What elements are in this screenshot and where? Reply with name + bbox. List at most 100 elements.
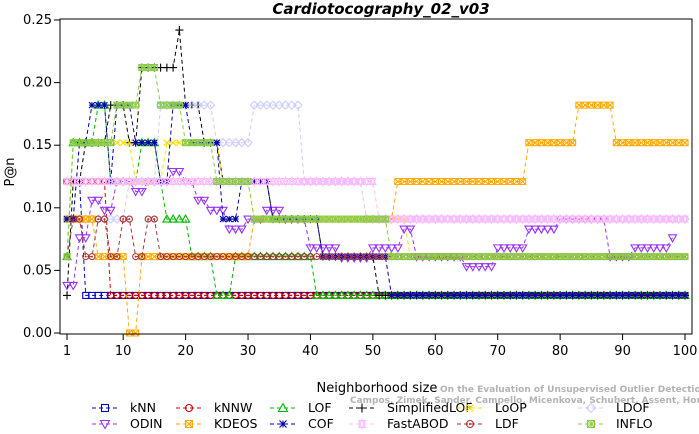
- series-point: [644, 292, 651, 299]
- series-point: [481, 213, 490, 225]
- series-line: [67, 142, 685, 258]
- series-point: [325, 176, 334, 187]
- series-point: [138, 253, 146, 261]
- legend-label: kNN: [130, 400, 156, 415]
- series-point: [550, 292, 558, 299]
- series-point-dot: [265, 255, 268, 258]
- legend-item-odin: ODIN: [92, 416, 163, 431]
- series-point: [681, 213, 689, 225]
- legend-item-knn: kNN: [92, 400, 156, 415]
- series-point: [450, 292, 458, 299]
- series-point-dot: [365, 255, 368, 258]
- series-point-dot: [165, 255, 168, 258]
- series-point: [505, 244, 516, 253]
- series-point: [113, 253, 121, 261]
- series-point: [631, 213, 639, 225]
- series-point: [232, 215, 239, 223]
- series-point: [405, 225, 416, 235]
- legend-label: ODIN: [130, 416, 163, 431]
- series-point: [463, 292, 470, 299]
- series-point: [637, 213, 646, 225]
- series-point: [236, 225, 247, 235]
- series-point: [406, 213, 415, 225]
- series-point: [243, 215, 253, 225]
- series-point-dot: [172, 255, 175, 258]
- series-point-dot: [159, 255, 162, 258]
- series-point: [280, 100, 291, 110]
- series-point: [324, 244, 335, 253]
- series-point: [581, 213, 589, 225]
- series-point: [612, 213, 621, 225]
- series-point: [257, 178, 264, 185]
- series-point: [175, 139, 183, 147]
- x-tick-label: 50: [365, 344, 382, 359]
- series-point: [100, 215, 109, 223]
- series-point: [163, 139, 171, 147]
- series-point: [419, 292, 427, 299]
- series-point: [662, 292, 670, 299]
- series-point-dot: [353, 255, 356, 258]
- series-point: [500, 213, 508, 225]
- series-fastabod: [63, 176, 689, 225]
- series-point-dot: [215, 255, 218, 258]
- series-point: [136, 187, 147, 197]
- series-point: [80, 234, 91, 243]
- legend-item-loop: LoOP: [457, 400, 527, 415]
- series-point: [319, 176, 327, 187]
- series-point: [467, 263, 478, 272]
- series-point: [518, 213, 527, 225]
- series-point: [74, 234, 85, 243]
- y-tick-label: 0.15: [23, 138, 52, 153]
- series-point: [480, 263, 491, 272]
- series-point: [132, 139, 140, 147]
- series-point: [469, 292, 477, 299]
- series-point: [138, 176, 146, 187]
- series-point: [493, 213, 502, 225]
- series-point: [250, 176, 259, 187]
- series-point: [543, 213, 552, 225]
- series-point: [205, 100, 216, 110]
- series-point: [425, 213, 433, 225]
- series-point: [461, 263, 472, 272]
- series-point-dot: [296, 255, 299, 258]
- y-tick-label: 0.00: [23, 326, 52, 341]
- series-point: [113, 176, 121, 187]
- series-point: [342, 290, 353, 299]
- series-point: [488, 292, 495, 299]
- legend-item-inflo: INFLO: [578, 416, 653, 431]
- series-point: [350, 176, 358, 187]
- series-point: [648, 244, 659, 253]
- series-line: [66, 67, 685, 258]
- series-point: [662, 213, 671, 225]
- series-point: [506, 292, 514, 299]
- series-point: [667, 234, 678, 243]
- series-point: [193, 196, 204, 206]
- series-point: [630, 244, 641, 253]
- series-point: [357, 403, 367, 413]
- legend-label: LOF: [308, 400, 332, 415]
- series-point: [184, 419, 194, 429]
- x-tick-label: 90: [614, 344, 631, 359]
- series-point: [105, 206, 116, 216]
- series-point: [279, 420, 287, 428]
- chart-title: Cardiotocography_02_v03: [272, 0, 489, 18]
- series-point: [63, 215, 71, 223]
- series-point-dot: [134, 255, 137, 258]
- series-point: [207, 139, 215, 147]
- series-point: [286, 100, 297, 110]
- series-point: [674, 213, 683, 225]
- series-point: [466, 404, 474, 412]
- series-point: [131, 176, 140, 187]
- series-point: [156, 176, 165, 187]
- y-axis-label: P@n: [3, 157, 18, 186]
- series-point-dot: [222, 255, 225, 258]
- series-point: [317, 290, 328, 299]
- series-point-dot: [84, 255, 87, 258]
- series-point: [506, 213, 515, 225]
- series-point: [494, 292, 502, 299]
- series-point: [586, 419, 596, 429]
- series-point: [94, 101, 102, 109]
- series-point-dot: [290, 255, 293, 258]
- series-point: [394, 292, 402, 299]
- series-odin: [62, 167, 678, 291]
